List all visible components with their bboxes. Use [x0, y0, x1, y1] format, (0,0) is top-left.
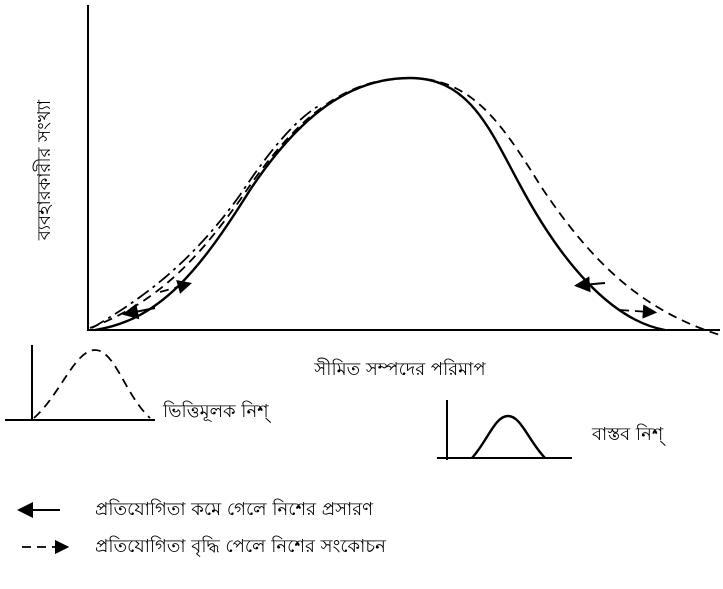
icon-fundamental-curve — [33, 349, 151, 419]
y-axis-label: ব্যবহারকারীর সংখ্যা — [33, 99, 55, 241]
arrow — [122, 303, 156, 320]
realized-curve — [94, 76, 666, 332]
icon-axes — [5, 345, 155, 421]
arrow — [574, 276, 606, 293]
icon-axes — [437, 400, 572, 460]
fundamental-curve — [89, 77, 721, 336]
legend-text: প্রতিযোগিতা বৃদ্ধি পেলে নিশের সংকোচন — [95, 536, 386, 558]
x-axis-label: সীমিত সম্পদের পরিমাপ — [313, 358, 486, 380]
icon-realized-curve — [471, 414, 546, 459]
fundamental-niche-label: ভিত্তিমূলক নিশ্ — [162, 401, 271, 423]
realized-niche-label: বাস্তব নিশ্ — [591, 424, 666, 446]
arrow — [619, 304, 658, 319]
fundamental-curve-left — [91, 104, 321, 329]
axes — [87, 5, 720, 331]
legend-text: প্রতিযোগিতা কমে গেলে নিশের প্রসারণ — [95, 499, 374, 520]
arrow — [159, 280, 192, 294]
